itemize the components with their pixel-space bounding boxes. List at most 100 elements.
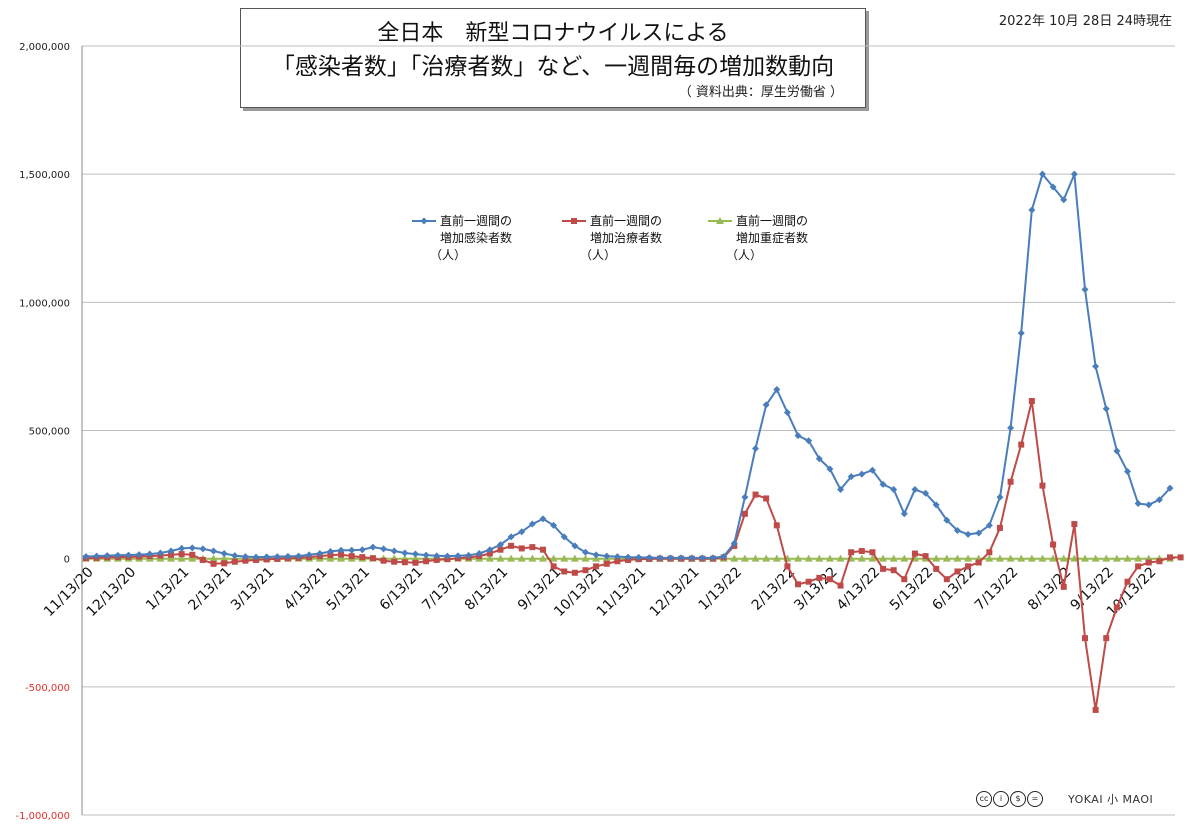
data-point xyxy=(698,554,706,562)
data-point xyxy=(221,560,228,567)
y-tick-label: 1,500,000 xyxy=(19,170,70,181)
data-point xyxy=(1049,183,1057,191)
data-point xyxy=(443,552,451,560)
data-point xyxy=(1070,170,1078,178)
data-point xyxy=(369,543,377,551)
data-point xyxy=(231,558,238,565)
data-point xyxy=(135,551,143,559)
y-tick-label: -500,000 xyxy=(25,683,70,694)
data-point xyxy=(889,554,898,562)
data-point xyxy=(508,542,515,549)
data-point xyxy=(539,515,547,523)
data-point xyxy=(815,554,824,562)
legend-label: 増加治療者数 xyxy=(590,230,662,245)
x-tick-label: 4/13/21 xyxy=(281,564,330,613)
data-point xyxy=(1102,554,1111,562)
data-point xyxy=(890,485,898,493)
data-point xyxy=(570,554,579,562)
data-point xyxy=(837,582,844,589)
data-point xyxy=(1007,424,1015,432)
data-point xyxy=(1166,484,1174,492)
data-point xyxy=(975,529,983,537)
data-point xyxy=(391,558,398,565)
data-point xyxy=(252,553,260,561)
data-point xyxy=(816,574,823,581)
data-point xyxy=(582,567,589,574)
data-point xyxy=(911,550,918,557)
data-point xyxy=(996,493,1004,501)
x-tick-label: 1/13/22 xyxy=(696,564,745,613)
data-point xyxy=(390,547,398,555)
data-point xyxy=(231,552,239,560)
data-point xyxy=(528,520,536,528)
data-point xyxy=(762,401,770,409)
data-point xyxy=(677,554,685,562)
data-point xyxy=(538,554,547,562)
legend: 直前一週間の増加感染者数（人）直前一週間の増加治療者数（人）直前一週間の増加重症… xyxy=(412,213,808,262)
data-point xyxy=(209,554,218,562)
data-point xyxy=(593,563,600,570)
data-point xyxy=(826,576,833,583)
legend-label: 直前一週間の xyxy=(590,213,662,228)
y-axis: 2,000,000 1,500,000 1,000,000 500,000 0 -500,… xyxy=(15,42,83,822)
data-point xyxy=(847,473,855,481)
data-point xyxy=(900,554,909,562)
data-point xyxy=(273,553,281,561)
data-point xyxy=(1123,468,1131,476)
data-point xyxy=(752,491,759,498)
data-point xyxy=(1038,554,1047,562)
data-point xyxy=(1039,482,1046,489)
data-point xyxy=(751,554,760,562)
data-point xyxy=(188,554,197,562)
y-tick-label: 1,000,000 xyxy=(19,298,70,309)
data-point xyxy=(1155,496,1163,504)
legend-label: 増加重症者数 xyxy=(736,230,808,245)
data-point xyxy=(433,552,441,560)
data-point xyxy=(900,510,908,518)
data-point xyxy=(242,557,249,564)
data-point xyxy=(1070,554,1079,562)
data-point xyxy=(1167,554,1173,561)
data-point xyxy=(284,552,292,560)
data-point xyxy=(688,554,696,562)
data-point xyxy=(359,554,366,561)
chart-source-note: （ 資料出典：厚生労働省 ） xyxy=(678,85,843,100)
y-tick-label: -1,000,000 xyxy=(15,811,70,822)
data-point xyxy=(815,455,823,463)
data-point xyxy=(942,554,951,562)
legend-label: （人） xyxy=(726,248,762,262)
series-layer xyxy=(82,170,1184,713)
data-point xyxy=(496,554,505,562)
data-point xyxy=(1092,706,1099,713)
data-point xyxy=(614,558,621,565)
data-point xyxy=(263,553,271,561)
data-point xyxy=(1060,583,1067,590)
data-point xyxy=(326,554,335,562)
date-stamp: 2022年 10月 28日 24時現在 xyxy=(998,14,1172,29)
data-point xyxy=(1103,635,1110,642)
data-point xyxy=(178,544,186,552)
data-point xyxy=(486,546,494,554)
data-point xyxy=(316,550,324,558)
data-point xyxy=(752,444,760,452)
data-point xyxy=(826,465,834,473)
data-point xyxy=(326,547,334,555)
legend-label: （人） xyxy=(580,248,616,262)
data-point xyxy=(986,549,993,556)
legend-label: （人） xyxy=(430,248,466,262)
data-point xyxy=(1018,441,1025,448)
data-point xyxy=(380,545,388,553)
data-point xyxy=(1027,554,1036,562)
data-point xyxy=(1156,558,1163,565)
data-point xyxy=(1059,554,1068,562)
data-point xyxy=(953,526,961,534)
data-point xyxy=(295,552,303,560)
data-point xyxy=(497,546,504,553)
data-point xyxy=(496,541,504,549)
data-point xyxy=(1081,286,1089,294)
x-tick-label: 5/13/21 xyxy=(324,564,373,613)
data-point xyxy=(932,501,940,509)
series-treatment xyxy=(83,398,1184,713)
